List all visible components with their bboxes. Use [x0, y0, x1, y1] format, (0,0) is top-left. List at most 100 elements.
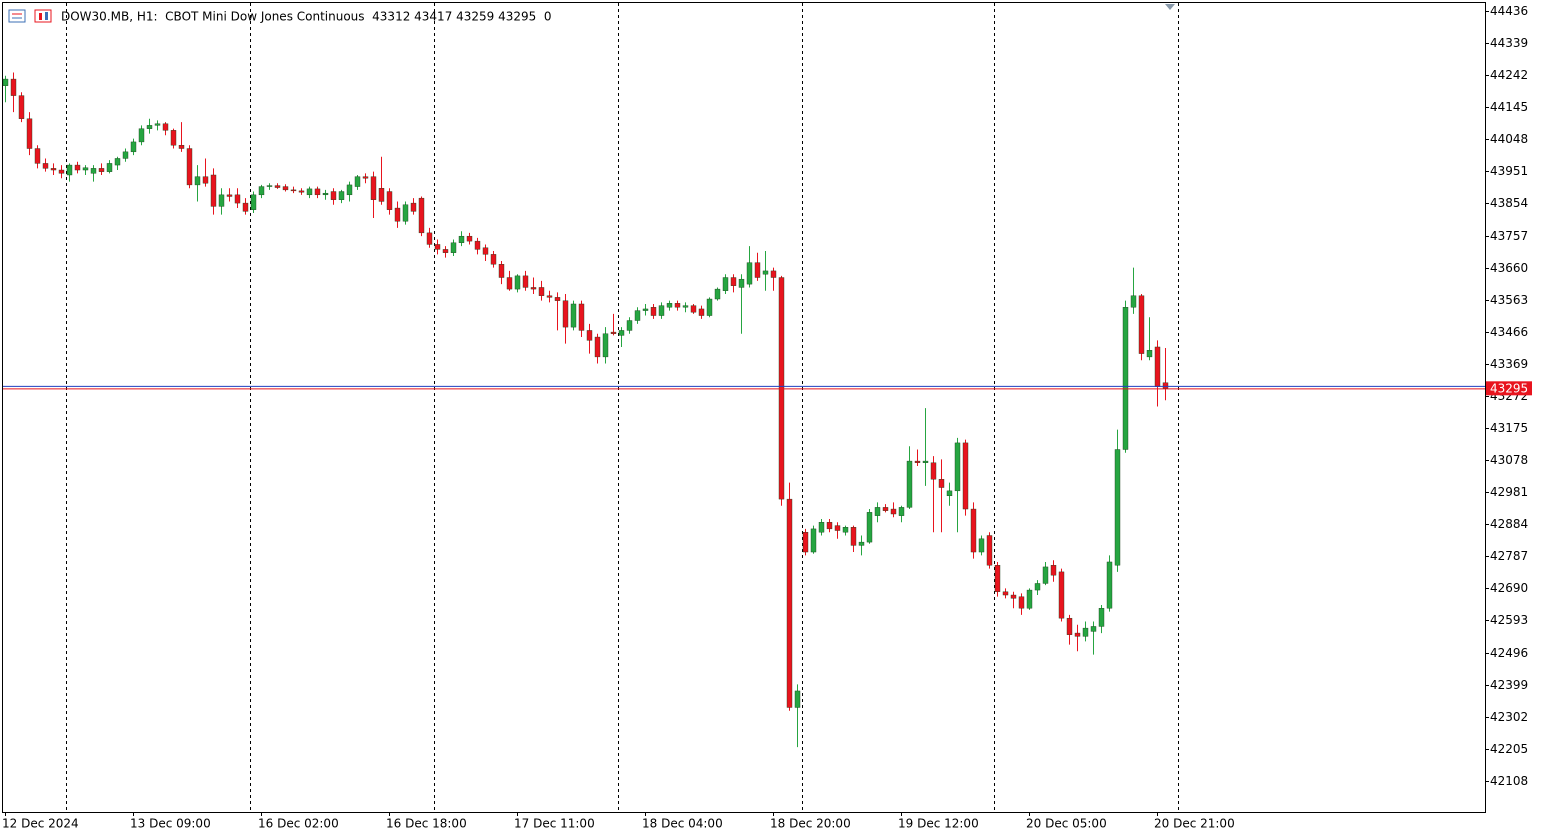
- candle-body: [602, 333, 609, 358]
- candle-body: [762, 270, 769, 275]
- candle-body: [282, 186, 289, 191]
- candle-body: [498, 264, 505, 278]
- candle-body: [258, 186, 265, 196]
- icon-bar: [45, 12, 48, 20]
- y-tick-label: 43466: [1490, 325, 1528, 339]
- x-tick-label: 17 Dec 11:00: [514, 817, 595, 831]
- period-separators: [66, 3, 1179, 812]
- x-tick-label: 20 Dec 21:00: [1154, 817, 1235, 831]
- y-tick-label: 44145: [1490, 100, 1528, 114]
- candle-body: [226, 194, 233, 197]
- candle-body: [650, 307, 657, 316]
- candle-body: [1026, 589, 1033, 609]
- candle-body: [1010, 594, 1017, 599]
- candle-body: [946, 490, 953, 497]
- y-tick-label: 42593: [1490, 613, 1528, 627]
- plot-frame: [2, 2, 1486, 813]
- candle-body: [466, 235, 473, 242]
- candle-body: [506, 277, 513, 290]
- y-tick-label: 43078: [1490, 453, 1528, 467]
- candle-body: [962, 442, 969, 510]
- candle-body: [450, 242, 457, 253]
- candle-body: [82, 167, 89, 171]
- candle-body: [1098, 608, 1105, 627]
- candle-body: [666, 303, 673, 308]
- candle-body: [1002, 591, 1009, 596]
- y-tick-label: 42981: [1490, 485, 1528, 499]
- candle-body: [1122, 307, 1129, 450]
- candle-body: [354, 176, 361, 187]
- candle-body: [538, 287, 545, 296]
- candle-body: [850, 527, 857, 546]
- candle-body: [434, 244, 441, 250]
- x-tick-label: 12 Dec 2024: [2, 817, 79, 831]
- candle-body: [842, 527, 849, 533]
- candle-body: [34, 148, 41, 164]
- candle-body: [426, 232, 433, 245]
- candle-body: [810, 528, 817, 553]
- candle-body: [706, 298, 713, 316]
- candle-body: [202, 176, 209, 184]
- candle-body: [346, 184, 353, 196]
- candle-body: [994, 565, 1001, 592]
- candle-body: [722, 277, 729, 291]
- y-tick-label: 44048: [1490, 132, 1528, 146]
- candle-body: [106, 163, 113, 172]
- candle-body: [186, 148, 193, 186]
- candle-body: [818, 522, 825, 533]
- y-tick-label: 43757: [1490, 229, 1528, 243]
- candle-body: [826, 522, 833, 530]
- candle-body: [362, 176, 369, 179]
- candle-body: [370, 176, 377, 200]
- icon-bar: [39, 13, 42, 20]
- candle-body: [290, 189, 297, 192]
- candle-body: [730, 277, 737, 286]
- candle-body: [154, 123, 161, 126]
- y-tick-label: 42205: [1490, 742, 1528, 756]
- candle-body: [698, 308, 705, 316]
- candle-body: [1050, 565, 1057, 576]
- candle-body: [938, 479, 945, 488]
- y-tick-label: 42108: [1490, 774, 1528, 788]
- candle-body: [242, 202, 249, 212]
- x-tick-label: 20 Dec 05:00: [1026, 817, 1107, 831]
- candle-body: [794, 690, 801, 708]
- candle-body: [690, 305, 697, 313]
- y-tick-label: 44242: [1490, 68, 1528, 82]
- candle-body: [626, 320, 633, 331]
- candle-body: [178, 145, 185, 149]
- candle-body: [458, 235, 465, 243]
- candle-body: [546, 295, 553, 298]
- candle-body: [314, 188, 321, 196]
- candle-body: [98, 168, 105, 172]
- y-tick-label: 44436: [1490, 4, 1528, 18]
- candle-body: [1154, 346, 1161, 387]
- candle-body: [218, 194, 225, 207]
- candle-body: [682, 305, 689, 308]
- candle-body: [834, 525, 841, 531]
- candle-body: [594, 336, 601, 358]
- candle-body: [170, 130, 177, 146]
- y-tick-label: 43175: [1490, 421, 1528, 435]
- candle-body: [194, 176, 201, 186]
- y-tick-label: 42690: [1490, 581, 1528, 595]
- candle-body: [714, 288, 721, 300]
- candle-body: [26, 118, 33, 149]
- candle-body: [394, 207, 401, 222]
- candle-body: [1018, 596, 1025, 609]
- y-tick-label: 44339: [1490, 36, 1528, 50]
- x-tick-label: 16 Dec 18:00: [386, 817, 467, 831]
- chart-header: DOW30.MB, H1: CBOT Mini Dow Jones Contin…: [61, 10, 552, 24]
- candle-body: [554, 297, 561, 301]
- candle-body: [1162, 382, 1169, 389]
- x-tick-label: 13 Dec 09:00: [130, 817, 211, 831]
- candle-body: [786, 498, 793, 708]
- candle-body: [138, 128, 145, 143]
- header-icons: [8, 9, 52, 23]
- candle-body: [530, 287, 537, 290]
- candle-body: [274, 185, 281, 188]
- candle-body: [114, 158, 121, 166]
- candle-body: [42, 163, 49, 169]
